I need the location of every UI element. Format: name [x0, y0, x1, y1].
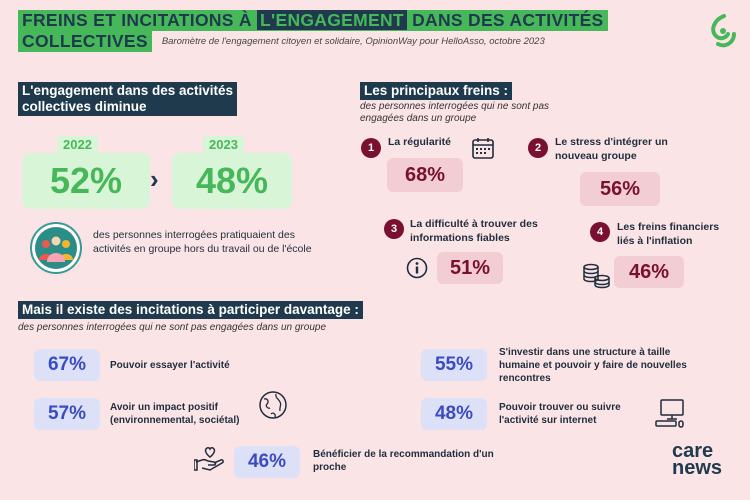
incitation-3-pct: 46% [234, 446, 300, 478]
incitations-heading: Mais il existe des incitations à partici… [18, 301, 363, 319]
frein-4-pct: 46% [614, 256, 684, 288]
value-2022: 52% [22, 153, 150, 209]
group-people-icon [30, 222, 82, 274]
info-icon [406, 257, 428, 279]
incitation-1-pct: 67% [34, 349, 100, 381]
frein-3-pct: 51% [437, 252, 503, 284]
incitation-2-pct: 57% [34, 398, 100, 430]
incitation-5-pct: 48% [421, 398, 487, 430]
value-2023: 48% [172, 153, 292, 209]
carenews-logo: care news [672, 440, 723, 479]
brand-logo-icon [711, 14, 736, 48]
incitation-2-label: Avoir un impact positif (environnemental… [110, 402, 240, 426]
title-line-1: FREINS ET INCITATIONS À L'ENGAGEMENT DAN… [18, 10, 608, 31]
frein-2-number: 2 [528, 138, 548, 158]
year-2022-label: 2022 [57, 136, 98, 153]
frein-4-label: Les freins financiers liés à l'inflation [617, 221, 720, 247]
subtitle: Baromètre de l'engagement citoyen et sol… [161, 36, 545, 47]
frein-1-label: La régularité [388, 136, 452, 148]
title-highlight: L'ENGAGEMENT [257, 10, 407, 30]
frein-2-label: Le stress d'intégrer un nouveau groupe [555, 136, 668, 162]
frein-3-number: 3 [384, 219, 404, 239]
incitation-4-pct: 55% [421, 349, 487, 381]
hand-heart-icon [194, 446, 224, 471]
globe-icon [259, 391, 287, 419]
incitation-3-label: Bénéficier de la recommandation d'un pro… [313, 449, 494, 473]
title-line-2: COLLECTIVES [18, 31, 152, 52]
computer-icon [655, 399, 684, 428]
engagement-heading: L'engagement dans des activités collecti… [18, 82, 238, 116]
arrow-icon: › [150, 164, 159, 194]
year-2023-label: 2023 [203, 136, 244, 153]
freins-heading: Les principaux freins : [360, 82, 513, 100]
frein-2-pct: 56% [580, 172, 660, 206]
frein-1-pct: 68% [387, 158, 463, 192]
frein-3-label: La difficulté à trouver des informations… [410, 218, 538, 244]
freins-subheading: des personnes interrogées qui ne sont pa… [360, 101, 550, 124]
frein-4-number: 4 [590, 222, 610, 242]
frein-1-number: 1 [361, 138, 381, 158]
incitation-1-label: Pouvoir essayer l'activité [110, 360, 230, 371]
incitation-5-label: Pouvoir trouver ou suivre l'activité sur… [499, 402, 621, 426]
people-description: des personnes interrogées pratiquaient d… [93, 229, 312, 255]
calendar-icon [472, 138, 494, 159]
incitations-subheading: des personnes interrogées qui ne sont pa… [18, 322, 327, 333]
page-title: FREINS ET INCITATIONS À L'ENGAGEMENT DAN… [18, 10, 678, 52]
incitation-4-label: S'investir dans une structure à taille h… [499, 347, 687, 384]
coins-icon [583, 263, 610, 289]
